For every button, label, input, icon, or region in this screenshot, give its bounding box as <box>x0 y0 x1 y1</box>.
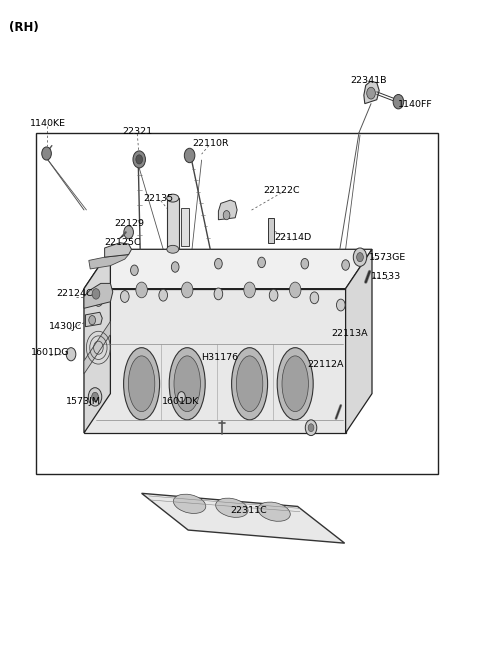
Text: 22112A: 22112A <box>307 359 344 369</box>
Text: 22341B: 22341B <box>350 75 387 85</box>
Text: 1430JC: 1430JC <box>49 322 83 331</box>
Text: 22110R: 22110R <box>192 138 228 148</box>
Ellipse shape <box>174 356 201 412</box>
Circle shape <box>92 392 98 401</box>
Circle shape <box>184 148 195 163</box>
Circle shape <box>310 292 319 304</box>
Polygon shape <box>89 255 129 269</box>
Polygon shape <box>346 249 372 433</box>
Bar <box>167 198 179 249</box>
Text: 11533: 11533 <box>371 272 401 281</box>
Circle shape <box>214 288 223 300</box>
Circle shape <box>223 211 230 220</box>
Circle shape <box>89 316 96 325</box>
Circle shape <box>305 420 317 436</box>
Circle shape <box>244 282 255 298</box>
Text: 22129: 22129 <box>114 218 144 228</box>
Text: 22113A: 22113A <box>331 329 368 338</box>
Ellipse shape <box>167 245 179 253</box>
Circle shape <box>88 388 102 406</box>
Circle shape <box>353 248 367 266</box>
Bar <box>36 133 438 474</box>
Text: 1601DK: 1601DK <box>162 397 200 406</box>
Bar <box>181 208 189 246</box>
Circle shape <box>171 262 179 272</box>
Ellipse shape <box>232 348 268 420</box>
Ellipse shape <box>258 502 290 522</box>
Circle shape <box>367 87 375 99</box>
Text: 1601DG: 1601DG <box>31 348 70 358</box>
Text: 22124C: 22124C <box>57 289 93 298</box>
Polygon shape <box>85 312 102 327</box>
Text: H31176: H31176 <box>201 353 238 362</box>
Text: 22311C: 22311C <box>230 506 267 515</box>
Circle shape <box>136 155 143 164</box>
Ellipse shape <box>167 194 179 202</box>
Ellipse shape <box>173 494 206 514</box>
Circle shape <box>393 94 404 109</box>
Text: 1573JM: 1573JM <box>66 397 101 406</box>
Polygon shape <box>84 289 346 433</box>
Circle shape <box>178 392 185 402</box>
Circle shape <box>131 265 138 276</box>
Text: 22321: 22321 <box>122 127 153 136</box>
Circle shape <box>336 299 345 311</box>
Text: 22125C: 22125C <box>105 238 141 247</box>
Polygon shape <box>364 81 379 104</box>
Polygon shape <box>84 249 372 289</box>
Circle shape <box>133 151 145 168</box>
Circle shape <box>258 257 265 268</box>
Circle shape <box>94 295 103 306</box>
Circle shape <box>136 282 147 298</box>
Polygon shape <box>105 243 132 257</box>
Circle shape <box>289 282 301 298</box>
Polygon shape <box>84 249 110 433</box>
Circle shape <box>301 258 309 269</box>
Text: 1140KE: 1140KE <box>30 119 66 128</box>
Ellipse shape <box>169 348 205 420</box>
Ellipse shape <box>128 356 155 412</box>
Polygon shape <box>142 493 345 543</box>
Circle shape <box>159 289 168 301</box>
Circle shape <box>120 291 129 302</box>
Text: 1140FF: 1140FF <box>398 100 433 110</box>
Text: 22122C: 22122C <box>263 186 300 195</box>
Ellipse shape <box>282 356 308 412</box>
Circle shape <box>124 226 133 239</box>
Circle shape <box>42 147 51 160</box>
Circle shape <box>181 282 193 298</box>
Ellipse shape <box>124 348 159 420</box>
Circle shape <box>92 289 100 299</box>
Text: 1573GE: 1573GE <box>369 253 406 262</box>
Ellipse shape <box>237 356 263 412</box>
Text: (RH): (RH) <box>9 21 38 34</box>
Text: 22114D: 22114D <box>275 233 312 242</box>
Circle shape <box>308 424 314 432</box>
Circle shape <box>66 348 76 361</box>
Polygon shape <box>84 283 113 308</box>
Circle shape <box>342 260 349 270</box>
Polygon shape <box>218 200 237 220</box>
Bar <box>268 218 274 243</box>
Circle shape <box>269 289 278 301</box>
Ellipse shape <box>277 348 313 420</box>
Circle shape <box>215 258 222 269</box>
Polygon shape <box>84 321 110 374</box>
Circle shape <box>357 253 363 262</box>
Ellipse shape <box>216 498 248 518</box>
Text: 22135: 22135 <box>143 194 173 203</box>
